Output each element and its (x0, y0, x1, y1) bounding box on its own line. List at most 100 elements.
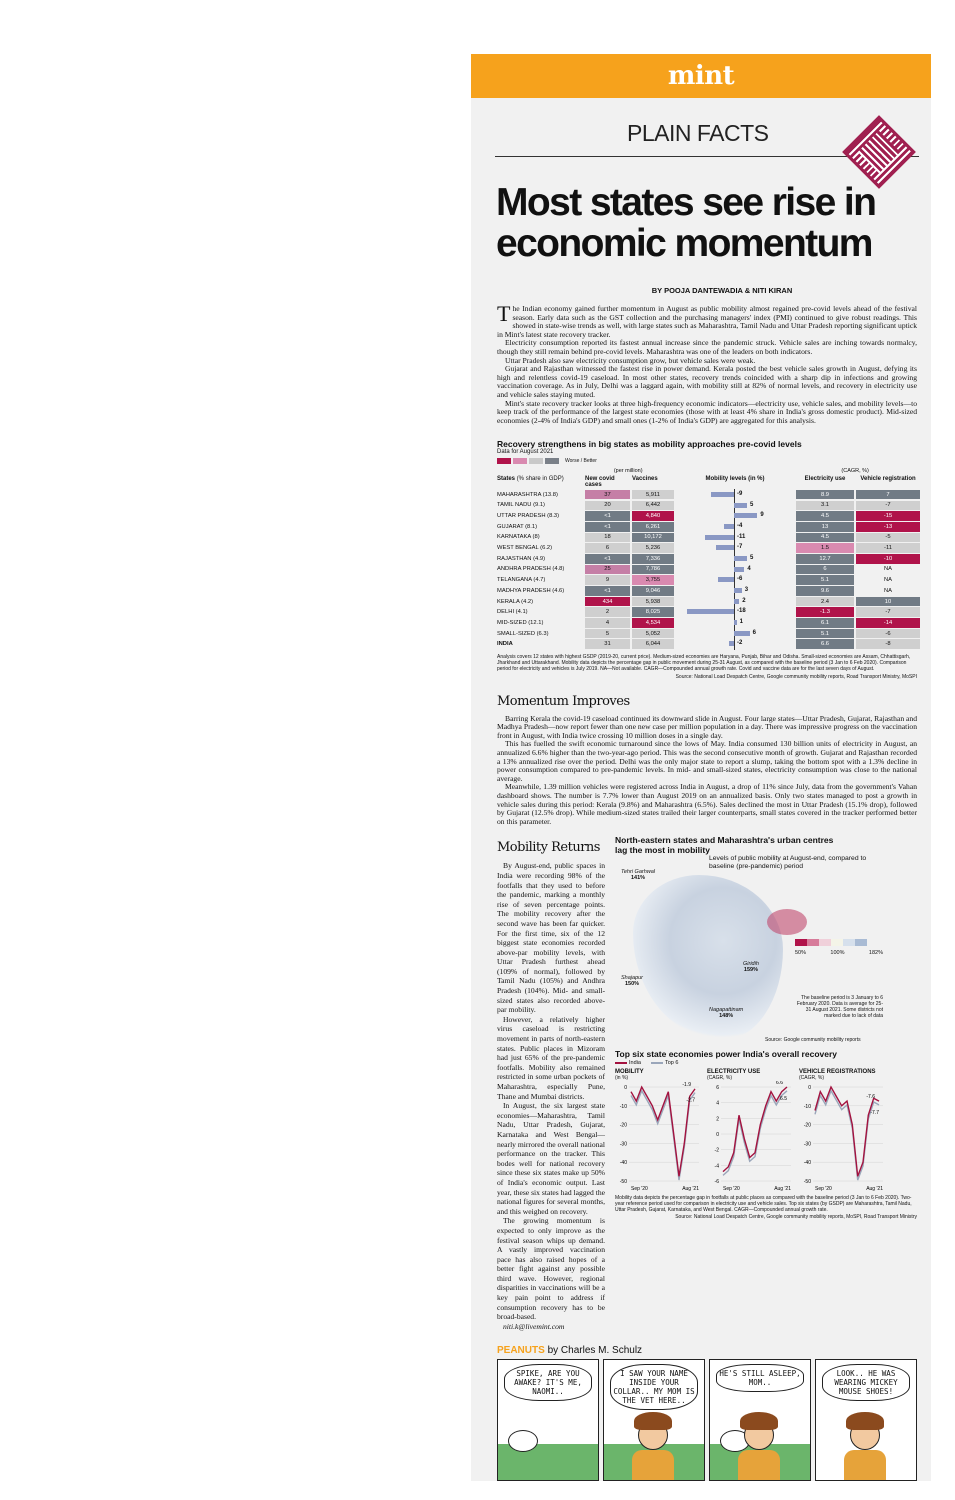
state-name: RAJASTHAN (4.9) (497, 555, 545, 562)
state-name: MAHARASHTRA (13.8) (497, 491, 558, 498)
mobility-value: 1 (739, 619, 743, 626)
mobility-cell: 4 (676, 563, 794, 576)
state-name: SMALL-SIZED (6.3) (497, 630, 549, 637)
mobility-bar (728, 641, 734, 647)
map-label: Nagapattinam 148% (709, 1007, 744, 1020)
col-vaccines: Vaccines (632, 476, 658, 483)
mini-chart-unit: (CAGR, %) (799, 1075, 824, 1082)
mobility-text: Mobility Returns By August-end, public s… (497, 826, 605, 1331)
naomi-shirt (844, 1450, 886, 1481)
covid-cell: 6 (585, 543, 630, 553)
map-note: The baseline period is 3 January to 6 Fe… (796, 995, 883, 1020)
mobility-cell: -2 (676, 638, 794, 651)
mobility-cell: -18 (676, 606, 794, 619)
recovery-table: Recovery strengthens in big states as mo… (497, 439, 920, 680)
vaccine-cell: 7,786 (632, 564, 674, 575)
comic-name: PEANUTS (497, 1345, 545, 1357)
india-end-label: -1.9 (682, 1082, 691, 1088)
y-tick-label: 2 (716, 1117, 719, 1123)
col-state: States (% share in GDP) (497, 476, 564, 483)
electricity-cell: 9.6 (796, 586, 854, 596)
col-mobility: Mobility levels (in %) (705, 476, 765, 483)
table-rows: MAHARASHTRA (13.8) 37 5,911 -9 8.9 7 TAMIL NAD… (497, 488, 920, 651)
mobility-cell: 5 (676, 552, 794, 565)
vehicle-cell: -15 (856, 511, 920, 521)
table-source: Source: National Load Despatch Centre, G… (675, 673, 917, 680)
paragraph: Electricity consumption reported its fas… (497, 338, 917, 356)
mobility-cell: -7 (676, 542, 794, 554)
covid-cell: 4 (585, 618, 630, 628)
author-email[interactable]: niti.k@livemint.com (503, 1321, 565, 1331)
naomi-shirt (632, 1450, 674, 1481)
mobility-value: -11 (737, 533, 746, 540)
table-row: DELHI (4.1) 2 8,025 -18 -1.3 -7 (497, 606, 920, 619)
comic-header: PEANUTS by Charles M. Schulz (497, 1345, 917, 1356)
vehicle-cell: -13 (856, 521, 920, 532)
map-label: Tehri Garhwal 141% (621, 869, 656, 882)
speech-bubble: SPIKE, ARE YOU AWAKE? IT'S ME, NAOMI.. (504, 1364, 592, 1402)
electricity-cell: 5.1 (796, 575, 854, 585)
mobility-value: -9 (737, 490, 743, 497)
qr-code-icon[interactable] (842, 115, 916, 189)
mini-chart: MOBILITY (in %) 0 -10 -20 -30 -40 -50 -1.9 -2.7 Se… (615, 1069, 703, 1193)
comic-strip: SPIKE, ARE YOU AWAKE? IT'S ME, NAOMI.. I … (497, 1359, 917, 1482)
vehicle-cell: -14 (856, 618, 920, 628)
electricity-cell: -1.3 (796, 607, 854, 618)
naomi-hair (740, 1412, 778, 1431)
state-name: TAMIL NADU (9.1) (497, 502, 545, 509)
mobility-bar (723, 523, 734, 529)
state-name: MADHYA PRADESH (4.6) (497, 587, 565, 594)
vaccine-cell: 6,442 (632, 500, 674, 511)
x-tick-label: Sep '20 (631, 1186, 648, 1192)
six-note: Mobility data depicts the percentage gap… (615, 1195, 912, 1214)
vaccine-cell: 5,052 (632, 628, 674, 639)
paragraph: Mint's state recovery tracker looks at t… (497, 398, 917, 425)
mobility-cell: 2 (676, 595, 794, 608)
y-tick-label: -50 (620, 1179, 627, 1185)
y-tick-label: -10 (620, 1104, 627, 1110)
vehicle-cell: -11 (856, 543, 920, 553)
y-tick-label: -40 (804, 1161, 811, 1167)
mobility-value: -7 (737, 544, 743, 551)
mobility-section: Mobility Returns By August-end, public s… (497, 826, 917, 1331)
mini-chart: ELECTRICITY USE (CAGR, %) 6 4 2 0 -2 -4 -6 6.6 6.5… (707, 1069, 795, 1193)
vaccine-cell: 10,172 (632, 532, 674, 543)
vehicle-cell: -7 (856, 500, 920, 511)
six-source: Source: National Load Despatch Centre, G… (675, 1214, 917, 1221)
table-row: MAHARASHTRA (13.8) 37 5,911 -9 8.9 7 (497, 488, 920, 501)
vaccine-cell: 3,755 (632, 575, 674, 585)
graphics-column: North-eastern states and Maharashtra's u… (615, 826, 917, 1331)
drop-cap: T (497, 301, 511, 326)
mobility-cell: 1 (676, 617, 794, 629)
x-tick-label: Sep '20 (815, 1186, 832, 1192)
y-tick-label: -20 (620, 1123, 627, 1129)
covid-cell: 434 (585, 596, 630, 607)
vehicle-cell: -10 (856, 553, 920, 564)
y-tick-label: 0 (624, 1085, 627, 1091)
mobility-cell: 9 (676, 510, 794, 522)
section-rule (495, 156, 919, 157)
headline-line-1: Most states see rise in (496, 181, 877, 224)
paragraph: Gujarat and Rajasthan witnessed the fast… (497, 364, 917, 399)
scale-swatch (795, 939, 807, 947)
comic-panel: I SAW YOUR NAME INSIDE YOUR COLLAR.. MY … (603, 1359, 705, 1482)
vaccine-cell: 9,046 (632, 586, 674, 596)
mobility-bar (734, 502, 747, 508)
table-row: TAMIL NADU (9.1) 20 6,442 5 3.1 -7 (497, 499, 920, 512)
vehicle-cell: -6 (856, 628, 920, 639)
state-name: ANDHRA PRADESH (4.8) (497, 566, 565, 573)
legend-text: Worse / Better (565, 458, 597, 465)
top6-line (722, 1090, 788, 1177)
state-name: TELANGANA (4.7) (497, 577, 546, 584)
mini-chart-unit: (CAGR, %) (707, 1075, 732, 1082)
mobility-cell: 3 (676, 585, 794, 597)
mobility-heading: Mobility Returns (497, 840, 600, 856)
legend-swatch (513, 458, 527, 465)
y-tick-label: -20 (804, 1123, 811, 1129)
vehicle-cell: 10 (856, 596, 920, 607)
mobility-bar (734, 620, 737, 626)
paragraph: By August-end, public spaces in India we… (497, 861, 605, 1015)
vaccine-cell: 5,911 (632, 489, 674, 500)
table-title: Recovery strengthens in big states as mo… (497, 439, 802, 450)
